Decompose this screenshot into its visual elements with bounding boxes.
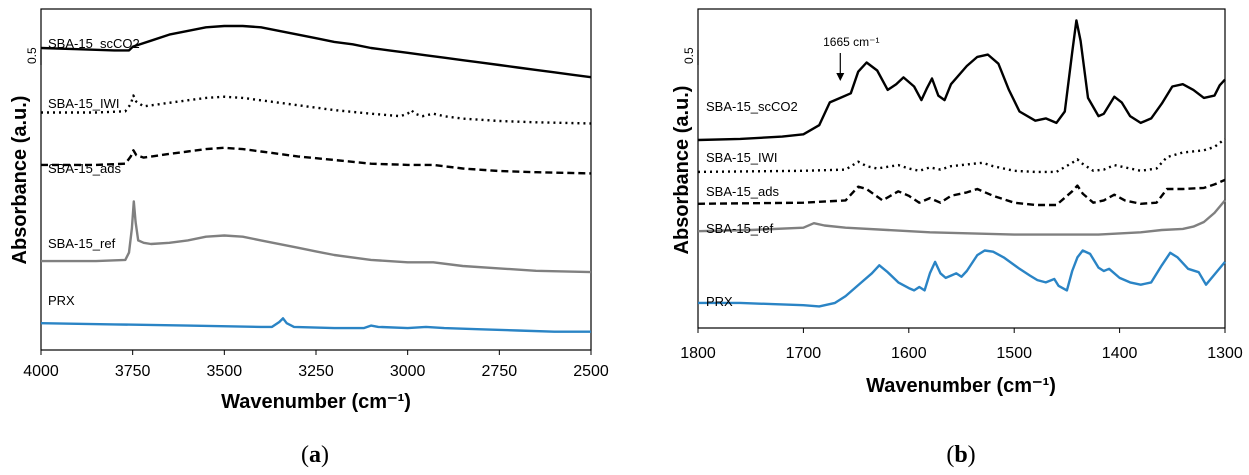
y-axis-title: Absorbance (a.u.): [671, 86, 693, 255]
scale-bar-label: 0.5: [682, 47, 696, 64]
series-label: SBA-15_scCO2: [48, 36, 140, 51]
series-line-sba-15-scco2: [40, 24, 592, 79]
plot-frame: [697, 8, 1226, 329]
scale-bar: 0.5: [25, 47, 42, 65]
chart-panel-b: Absorbance (a.u.) Wavenumber (cm⁻¹) 0.5 …: [671, 8, 1243, 468]
annotation-label: 1665 cm⁻¹: [823, 35, 879, 49]
series-label: SBA-15_scCO2: [706, 99, 798, 114]
series-label: SBA-15_ads: [48, 161, 121, 176]
series-label: SBA-15_IWI: [48, 96, 120, 111]
x-tick-label: 3000: [390, 363, 426, 380]
y-axis-title: Absorbance (a.u.): [9, 96, 31, 265]
x-axis-title: Wavenumber (cm⁻¹): [221, 391, 411, 413]
annotation-arrow-head: [836, 73, 845, 82]
series-line-sba-15-iwi: [697, 137, 1226, 174]
x-tick-label: 3500: [207, 363, 243, 380]
x-tick-label: 1500: [996, 345, 1032, 362]
scale-bar-label: 0.5: [25, 47, 39, 64]
panel-label: (b): [946, 442, 975, 468]
series-label: SBA-15_ref: [48, 236, 116, 251]
series-label: SBA-15_ads: [706, 184, 779, 199]
plot-frame: [40, 8, 592, 351]
series-line-sba-15-ads: [41, 146, 592, 175]
series-label: PRX: [706, 294, 733, 309]
series-line-sba-15-ref: [41, 200, 592, 274]
series-line-sba-15-iwi: [41, 94, 592, 125]
peak-annotation: 1665 cm⁻¹: [823, 35, 879, 82]
series-group: [697, 19, 1226, 308]
x-tick-label: 1600: [891, 345, 927, 362]
series-labels: SBA-15_scCO2 SBA-15_IWI SBA-15_ads SBA-15_r…: [706, 99, 798, 309]
x-tick-label: 1700: [786, 345, 822, 362]
x-ticks: 1800 1700 1600 1500 1400 1300: [680, 328, 1243, 362]
x-tick-label: 3750: [115, 363, 151, 380]
series-label: PRX: [48, 293, 75, 308]
x-tick-label: 1300: [1207, 345, 1243, 362]
series-line-sba-15-ref: [697, 199, 1226, 236]
series-label: SBA-15_ref: [706, 221, 774, 236]
x-tick-label: 3250: [298, 363, 334, 380]
x-axis-title: Wavenumber (cm⁻¹): [866, 375, 1056, 397]
x-tick-label: 4000: [23, 363, 59, 380]
series-line-sba-15-scco2: [697, 19, 1226, 142]
chart-panel-a: Absorbance (a.u.) Wavenumber (cm⁻¹) 0.5 …: [9, 8, 609, 468]
x-tick-label: 1800: [680, 345, 716, 362]
series-labels: SBA-15_scCO2 SBA-15_IWI SBA-15_ads SBA-15_r…: [48, 36, 140, 308]
series-label: SBA-15_IWI: [706, 150, 778, 165]
series-group: [40, 24, 592, 333]
x-tick-label: 2750: [482, 363, 518, 380]
series-line-prx: [698, 249, 1226, 308]
series-line-sba-15-ads: [697, 178, 1226, 207]
x-tick-label: 1400: [1102, 345, 1138, 362]
panel-label: (a): [301, 442, 329, 468]
x-ticks: 4000 3750 3500 3250 3000 2750 2500: [23, 350, 609, 380]
x-tick-label: 2500: [573, 363, 609, 380]
series-line-prx: [40, 317, 591, 333]
scale-bar: 0.5: [682, 47, 699, 65]
